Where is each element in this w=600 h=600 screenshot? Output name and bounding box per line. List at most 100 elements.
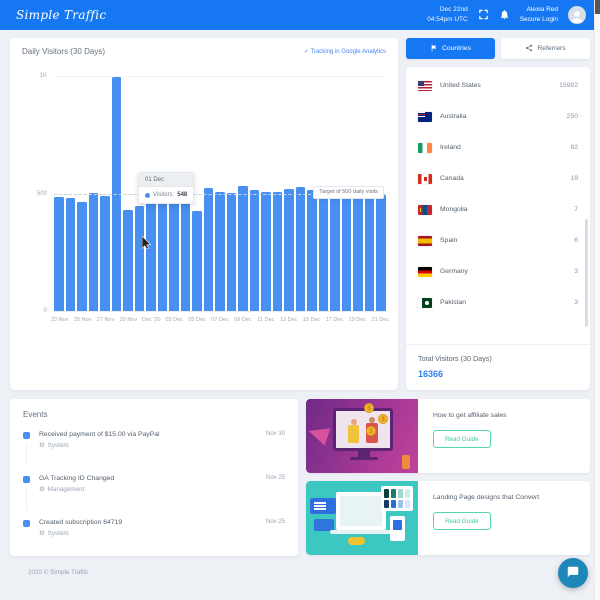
bar[interactable]: [249, 190, 260, 311]
event-category-label: System: [47, 530, 69, 537]
event-date: Nov 30: [265, 431, 285, 437]
event-category: ⚙ System: [39, 442, 266, 449]
bar[interactable]: [330, 190, 340, 311]
user-info[interactable]: Alexia Red Secure Login: [520, 5, 558, 25]
bar[interactable]: [353, 193, 363, 311]
bar[interactable]: [272, 191, 283, 311]
target-annotation-label: Target of 500 daily visits: [313, 185, 384, 199]
target-annotation-line: [54, 193, 386, 195]
bar[interactable]: [318, 189, 329, 311]
bar[interactable]: [215, 191, 225, 311]
tab-bar: Countries Referrers: [406, 38, 590, 59]
es-flag-icon: [418, 235, 432, 246]
bar[interactable]: [341, 189, 352, 311]
gridline: [54, 76, 386, 77]
ie-flag-icon: [418, 142, 432, 153]
bar[interactable]: [77, 202, 87, 311]
doc-card: [310, 498, 336, 514]
country-row: Canada 19: [406, 163, 590, 194]
country-name: Mongolia: [440, 206, 468, 213]
bar[interactable]: [284, 188, 294, 311]
event-date: Nov 25: [265, 475, 285, 481]
event-title: Created subscription 64719: [39, 519, 123, 526]
x-tick-label: Dec '20: [142, 317, 161, 323]
de-flag-icon: [418, 266, 432, 277]
bar[interactable]: [295, 187, 306, 311]
laptop-base: [330, 530, 392, 534]
bar[interactable]: [226, 193, 237, 311]
country-name: Ireland: [440, 144, 461, 151]
x-tick-label: 23 Nov: [51, 317, 69, 323]
tab-referrers[interactable]: Referrers: [501, 38, 590, 59]
ca-flag-icon: [418, 173, 432, 184]
bar[interactable]: [157, 189, 168, 311]
bar[interactable]: [238, 185, 248, 311]
series-dot-icon: [145, 192, 150, 198]
gear-icon: ⚙: [39, 442, 45, 449]
country-visitors-count: 3: [574, 299, 578, 306]
x-tick-label: 21 Dec: [371, 317, 389, 323]
read-guide-button[interactable]: Read Guide: [433, 512, 491, 530]
fullscreen-icon: [478, 8, 489, 23]
copyright-text: 2020 © Simple Traffic: [28, 569, 89, 576]
read-guide-button[interactable]: Read Guide: [433, 430, 491, 448]
bar[interactable]: [65, 198, 76, 311]
date-text: Dec 22nd: [439, 6, 468, 14]
timeline-connector: [26, 444, 27, 466]
bar[interactable]: [123, 209, 133, 311]
chart-tooltip: 01 Dec Visitors: 548: [138, 172, 195, 204]
bar[interactable]: [203, 188, 214, 311]
main-content: Daily Visitors (30 Days) ✓ Tracking in G…: [0, 30, 600, 576]
daily-visitors-card: Daily Visitors (30 Days) ✓ Tracking in G…: [10, 38, 398, 390]
au-flag-icon: [418, 111, 432, 122]
avatar[interactable]: [568, 6, 586, 24]
bar[interactable]: [364, 192, 375, 311]
x-tick-label: 07 Dec: [211, 317, 229, 323]
bar[interactable]: [180, 199, 191, 311]
bar[interactable]: [261, 191, 271, 311]
country-name: Canada: [440, 175, 464, 182]
total-visitors-title: Total Visitors (30 Days): [418, 354, 492, 363]
bar[interactable]: [169, 185, 179, 311]
x-tick-label: 17 Dec: [325, 317, 344, 323]
country-visitors-count: 15982: [559, 82, 578, 89]
notifications-button[interactable]: [499, 8, 510, 23]
bar[interactable]: [307, 189, 317, 311]
country-name: Germany: [440, 268, 468, 275]
page-scrollbar-thumb[interactable]: [595, 0, 600, 14]
bars-container: [54, 76, 386, 311]
flag-icon: [430, 44, 438, 54]
bar[interactable]: [376, 194, 386, 311]
event-category-label: Management: [47, 486, 85, 493]
tracking-link[interactable]: ✓ Tracking in Google Analytics: [303, 49, 386, 55]
y-tick-label: 1K: [39, 73, 47, 79]
event-item: GA Tracking ID Changed ⚙ Management Nov 25: [23, 475, 285, 510]
coin-icon: $: [364, 403, 374, 413]
gear-icon: ⚙: [39, 530, 45, 537]
tab-countries[interactable]: Countries: [406, 38, 495, 59]
fullscreen-button[interactable]: [478, 8, 489, 23]
pk-flag-icon: [418, 297, 432, 308]
promo-card-landing: Landing Page designs that Convert Read G…: [306, 481, 590, 555]
bar[interactable]: [146, 182, 156, 311]
tv-base: [350, 457, 378, 460]
x-tick-label: 25 Nov: [73, 317, 92, 323]
bar[interactable]: [54, 196, 64, 311]
person-figure: [402, 455, 410, 469]
bar[interactable]: [192, 211, 202, 311]
app-logo[interactable]: Simple Traffic: [16, 8, 107, 22]
event-list: Received payment of $15.00 via PayPal ⚙ Sy…: [23, 431, 285, 537]
bar[interactable]: [134, 206, 145, 311]
x-axis-labels: 23 Nov 25 Nov 27 Nov 29 Nov Dec '20 03 Dec 05 …: [51, 317, 389, 331]
megaphone-icon: [306, 422, 331, 446]
chat-widget-button[interactable]: [558, 558, 588, 588]
bar[interactable]: [100, 195, 110, 311]
tab-countries-label: Countries: [441, 45, 472, 52]
page-scrollbar[interactable]: [594, 0, 600, 600]
promo-card-affiliate: $ $ $ How to get affiliate sales Read Gu…: [306, 399, 590, 473]
country-list-scrollbar[interactable]: [585, 219, 588, 327]
event-dot-icon: [23, 432, 30, 439]
bar[interactable]: [88, 193, 99, 311]
chat-bubble-icon: [566, 565, 580, 582]
